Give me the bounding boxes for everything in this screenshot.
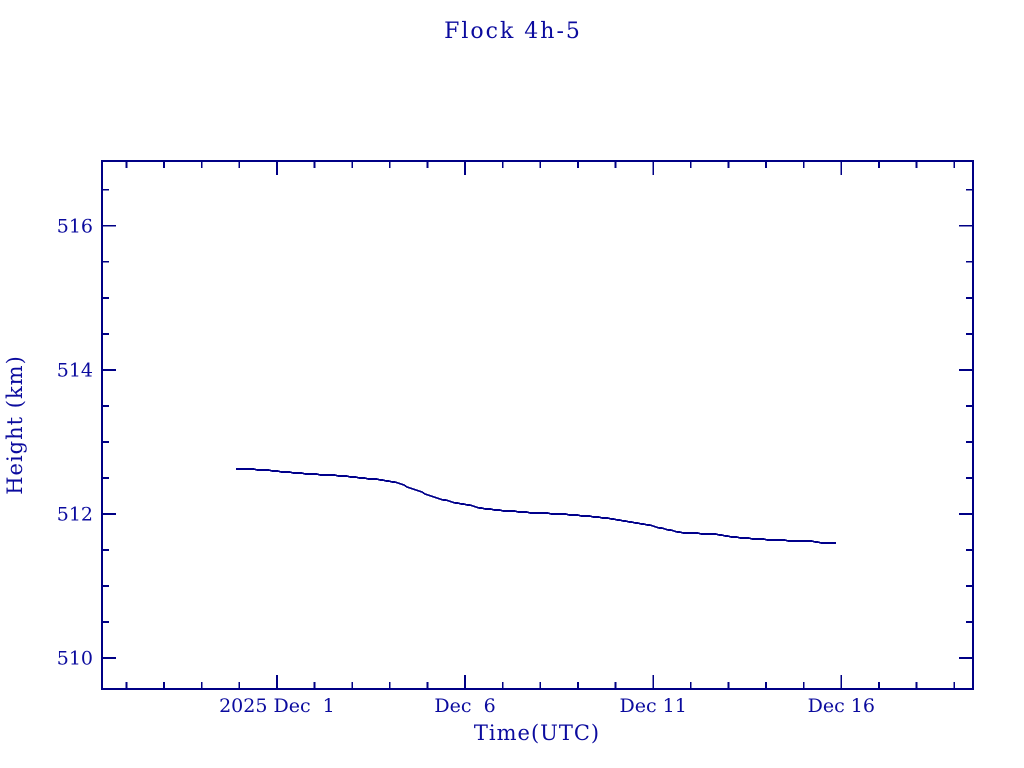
y-tick-label: 514 xyxy=(57,360,93,382)
x-tick-label: Dec 16 xyxy=(808,695,875,717)
chart-title: Flock 4h-5 xyxy=(444,19,582,44)
plot-border xyxy=(101,160,974,690)
y-tick-label: 516 xyxy=(57,215,93,237)
x-tick-label: 2025 Dec 1 xyxy=(219,695,335,717)
height-series-line xyxy=(236,468,836,544)
x-axis-ticks xyxy=(125,161,956,689)
y-axis-label: Height (km) xyxy=(3,355,27,495)
y-tick-label: 510 xyxy=(57,648,93,670)
data-series xyxy=(236,468,836,544)
y-tick-label: 512 xyxy=(57,504,93,526)
x-tick-label: Dec 11 xyxy=(620,695,687,717)
plot-frame xyxy=(101,160,974,690)
y-axis-ticks xyxy=(102,188,973,659)
x-tick-label: Dec 6 xyxy=(434,695,495,717)
x-axis-tick-labels: 2025 Dec 1 Dec 6 Dec 11 Dec 16 xyxy=(219,695,875,717)
y-axis-tick-labels: 510 512 514 516 xyxy=(57,215,93,669)
x-axis-label: Time(UTC) xyxy=(474,721,600,745)
